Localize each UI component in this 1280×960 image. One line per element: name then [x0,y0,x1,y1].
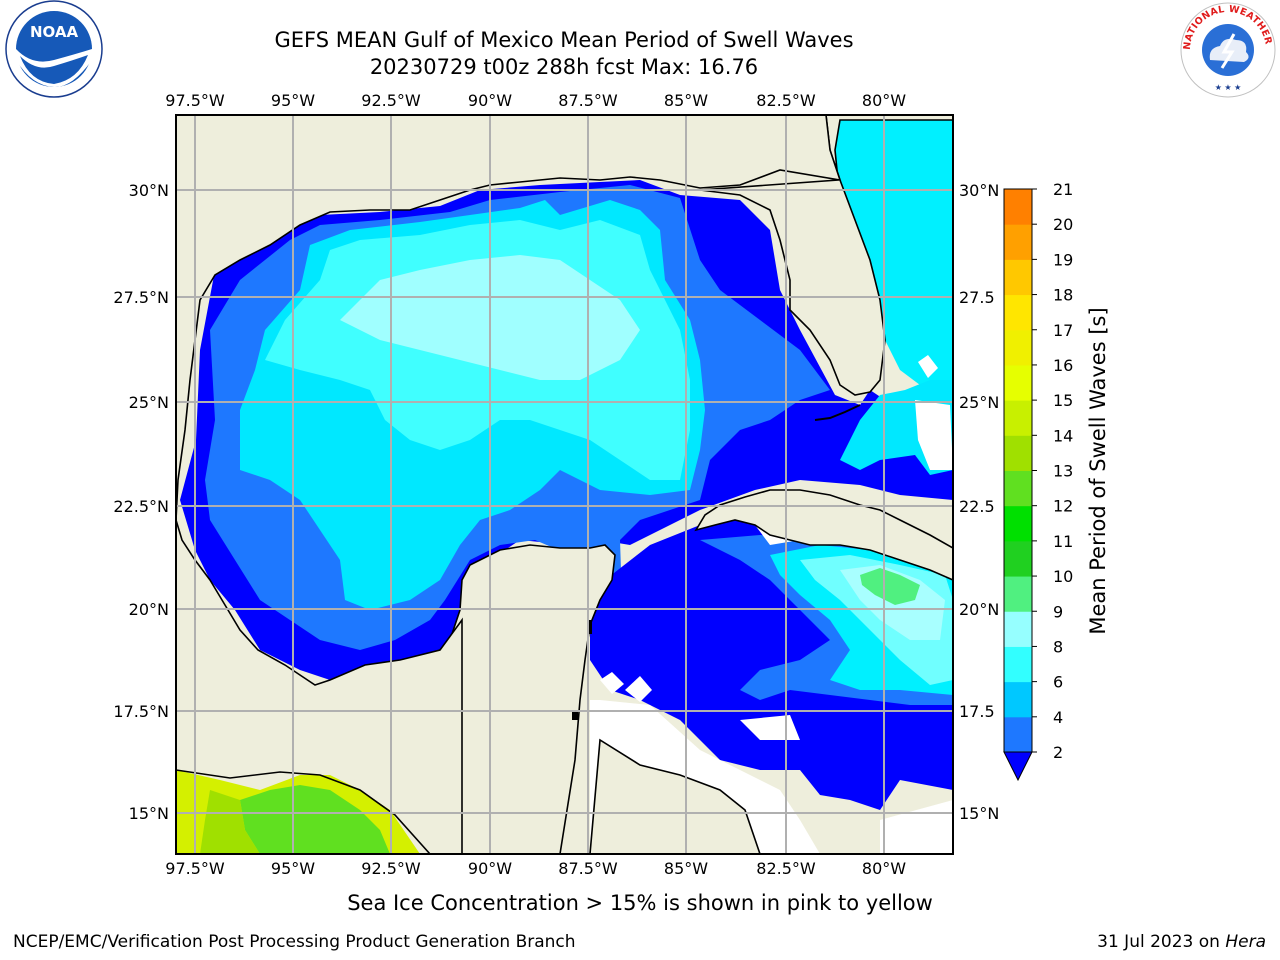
noaa-logo-icon: NOAA [5,0,103,98]
pacific-swell-green [240,785,390,854]
lon-label: 82.5°W [756,91,816,110]
colorbar-segment [1004,505,1032,542]
lon-label: 85°W [664,859,708,878]
lat-label: 17.5°N [113,702,169,721]
colorbar-tick-label: 8 [1053,637,1063,656]
graticule [176,115,953,854]
colorbar-segment [1004,470,1032,507]
lat-label: 27.5 [959,288,995,307]
colorbar-segment [1004,646,1032,683]
lon-label: 95°W [271,859,315,878]
map-frame [175,114,954,855]
colorbar-segment [1004,611,1032,647]
lat-label: 20°N [959,600,999,619]
missing-patch [625,676,652,702]
lon-label: 97.5°W [165,91,225,110]
lat-label: 22.5 [959,497,995,516]
colorbar-segment [1004,189,1032,225]
colorbar-segment [1004,576,1032,612]
colorbar-tick-label: 16 [1053,356,1073,375]
us-gulf-coast-land [176,115,842,521]
noaa-logo-text: NOAA [30,23,79,41]
colorbar-extend-triangle [1003,751,1033,782]
lon-label: 90°W [468,859,512,878]
lon-label: 80°W [862,859,906,878]
lon-label: 87.5°W [558,91,618,110]
nws-logo-icon: NATIONAL WEATHER SERVICE ★ ★ ★ [1178,0,1276,98]
colorbar-tick-label: 12 [1053,497,1073,516]
map-plot-area [176,115,953,854]
colorbar-tick-label: 10 [1053,567,1073,586]
colorbar-tick-label: 20 [1053,215,1073,234]
missing-patch [915,400,953,470]
colorbar-segment [1004,329,1032,366]
lat-label: 25°N [129,393,169,412]
small-island [572,712,578,720]
colorbar-segment [1004,716,1032,753]
top-lon-labels: 97.5°W 95°W 92.5°W 90°W 87.5°W 85°W 82.5… [165,91,906,110]
colorbar-tick-label: 14 [1053,426,1073,445]
lon-label: 90°W [468,91,512,110]
lon-label: 92.5°W [361,91,421,110]
colorbar-tick-label: 17 [1053,321,1073,340]
lon-label: 80°W [862,91,906,110]
colorbar-segment [1004,294,1032,331]
right-lat-labels: 30°N 27.5 25°N 22.5 20°N 17.5 15°N [959,181,999,823]
colorbar-tick-label: 13 [1053,462,1073,481]
colorbar-segment [1004,364,1032,401]
colorbar-segment [1004,681,1032,718]
lat-label: 15°N [129,804,169,823]
sea-ice-note: Sea Ice Concentration > 15% is shown in … [347,891,933,915]
colorbar-label: Mean Period of Swell Waves [s] [1086,307,1110,634]
colorbar-segment [1004,540,1032,577]
colorbar-segment [1004,400,1032,436]
colorbar-tick-label: 9 [1053,602,1063,621]
footer-date: 31 Jul 2023 on Hera [1097,932,1266,952]
colorbar-segment [1004,435,1032,471]
colorbar-tick-label: 15 [1053,391,1073,410]
lat-label: 20°N [129,600,169,619]
pacific-swell-lime [200,790,260,854]
lat-label: 15°N [959,804,999,823]
colorbar-tick-label: 4 [1053,708,1063,727]
lat-label: 30°N [129,181,169,200]
colorbar: 2 4 6 8 9 10 11 12 13 14 15 16 17 18 19 20 21 [1003,180,1073,782]
lon-label: 92.5°W [361,859,421,878]
lat-label: 17.5 [959,702,995,721]
colorbar-tick-label: 2 [1053,743,1063,762]
colorbar-segment [1004,259,1032,296]
lon-label: 95°W [271,91,315,110]
colorbar-tick-label: 21 [1053,180,1073,199]
lon-label: 97.5°W [165,859,225,878]
colorbar-segment [1004,224,1032,260]
lon-label: 82.5°W [756,859,816,878]
missing-patch [918,355,938,378]
lon-label: 87.5°W [558,859,618,878]
florida-keys [814,404,861,421]
colorbar-tick-label: 6 [1053,673,1063,692]
lat-label: 25°N [959,393,999,412]
lat-label: 22.5°N [113,497,169,516]
lat-label: 27.5°N [113,288,169,307]
colorbar-tick-label: 11 [1053,532,1073,551]
left-lat-labels: 30°N 27.5°N 25°N 22.5°N 20°N 17.5°N 15°N [113,181,169,823]
atlantic-cyan [835,115,953,400]
pacific-coast [176,769,431,854]
missing-patch [600,672,624,694]
bottom-lon-labels: 97.5°W 95°W 92.5°W 90°W 87.5°W 85°W 82.5… [165,859,906,878]
chart-title: GEFS MEAN Gulf of Mexico Mean Period of … [274,28,854,52]
footer-credit: NCEP/EMC/Verification Post Processing Pr… [13,932,576,952]
lat-label: 30°N [959,181,999,200]
chart-subtitle: 20230729 t00z 288h fcst Max: 16.76 [369,55,759,79]
cuba-land [694,489,953,581]
footer-host: Hera [1225,932,1266,952]
svg-text:★ ★ ★: ★ ★ ★ [1215,83,1242,92]
lon-label: 85°W [664,91,708,110]
colorbar-tick-label: 18 [1053,286,1073,305]
colorbar-tick-label: 19 [1053,250,1073,269]
caribbean-green [860,568,920,605]
footer-date-text: 31 Jul 2023 on [1097,932,1220,952]
central-america-land [560,738,761,854]
